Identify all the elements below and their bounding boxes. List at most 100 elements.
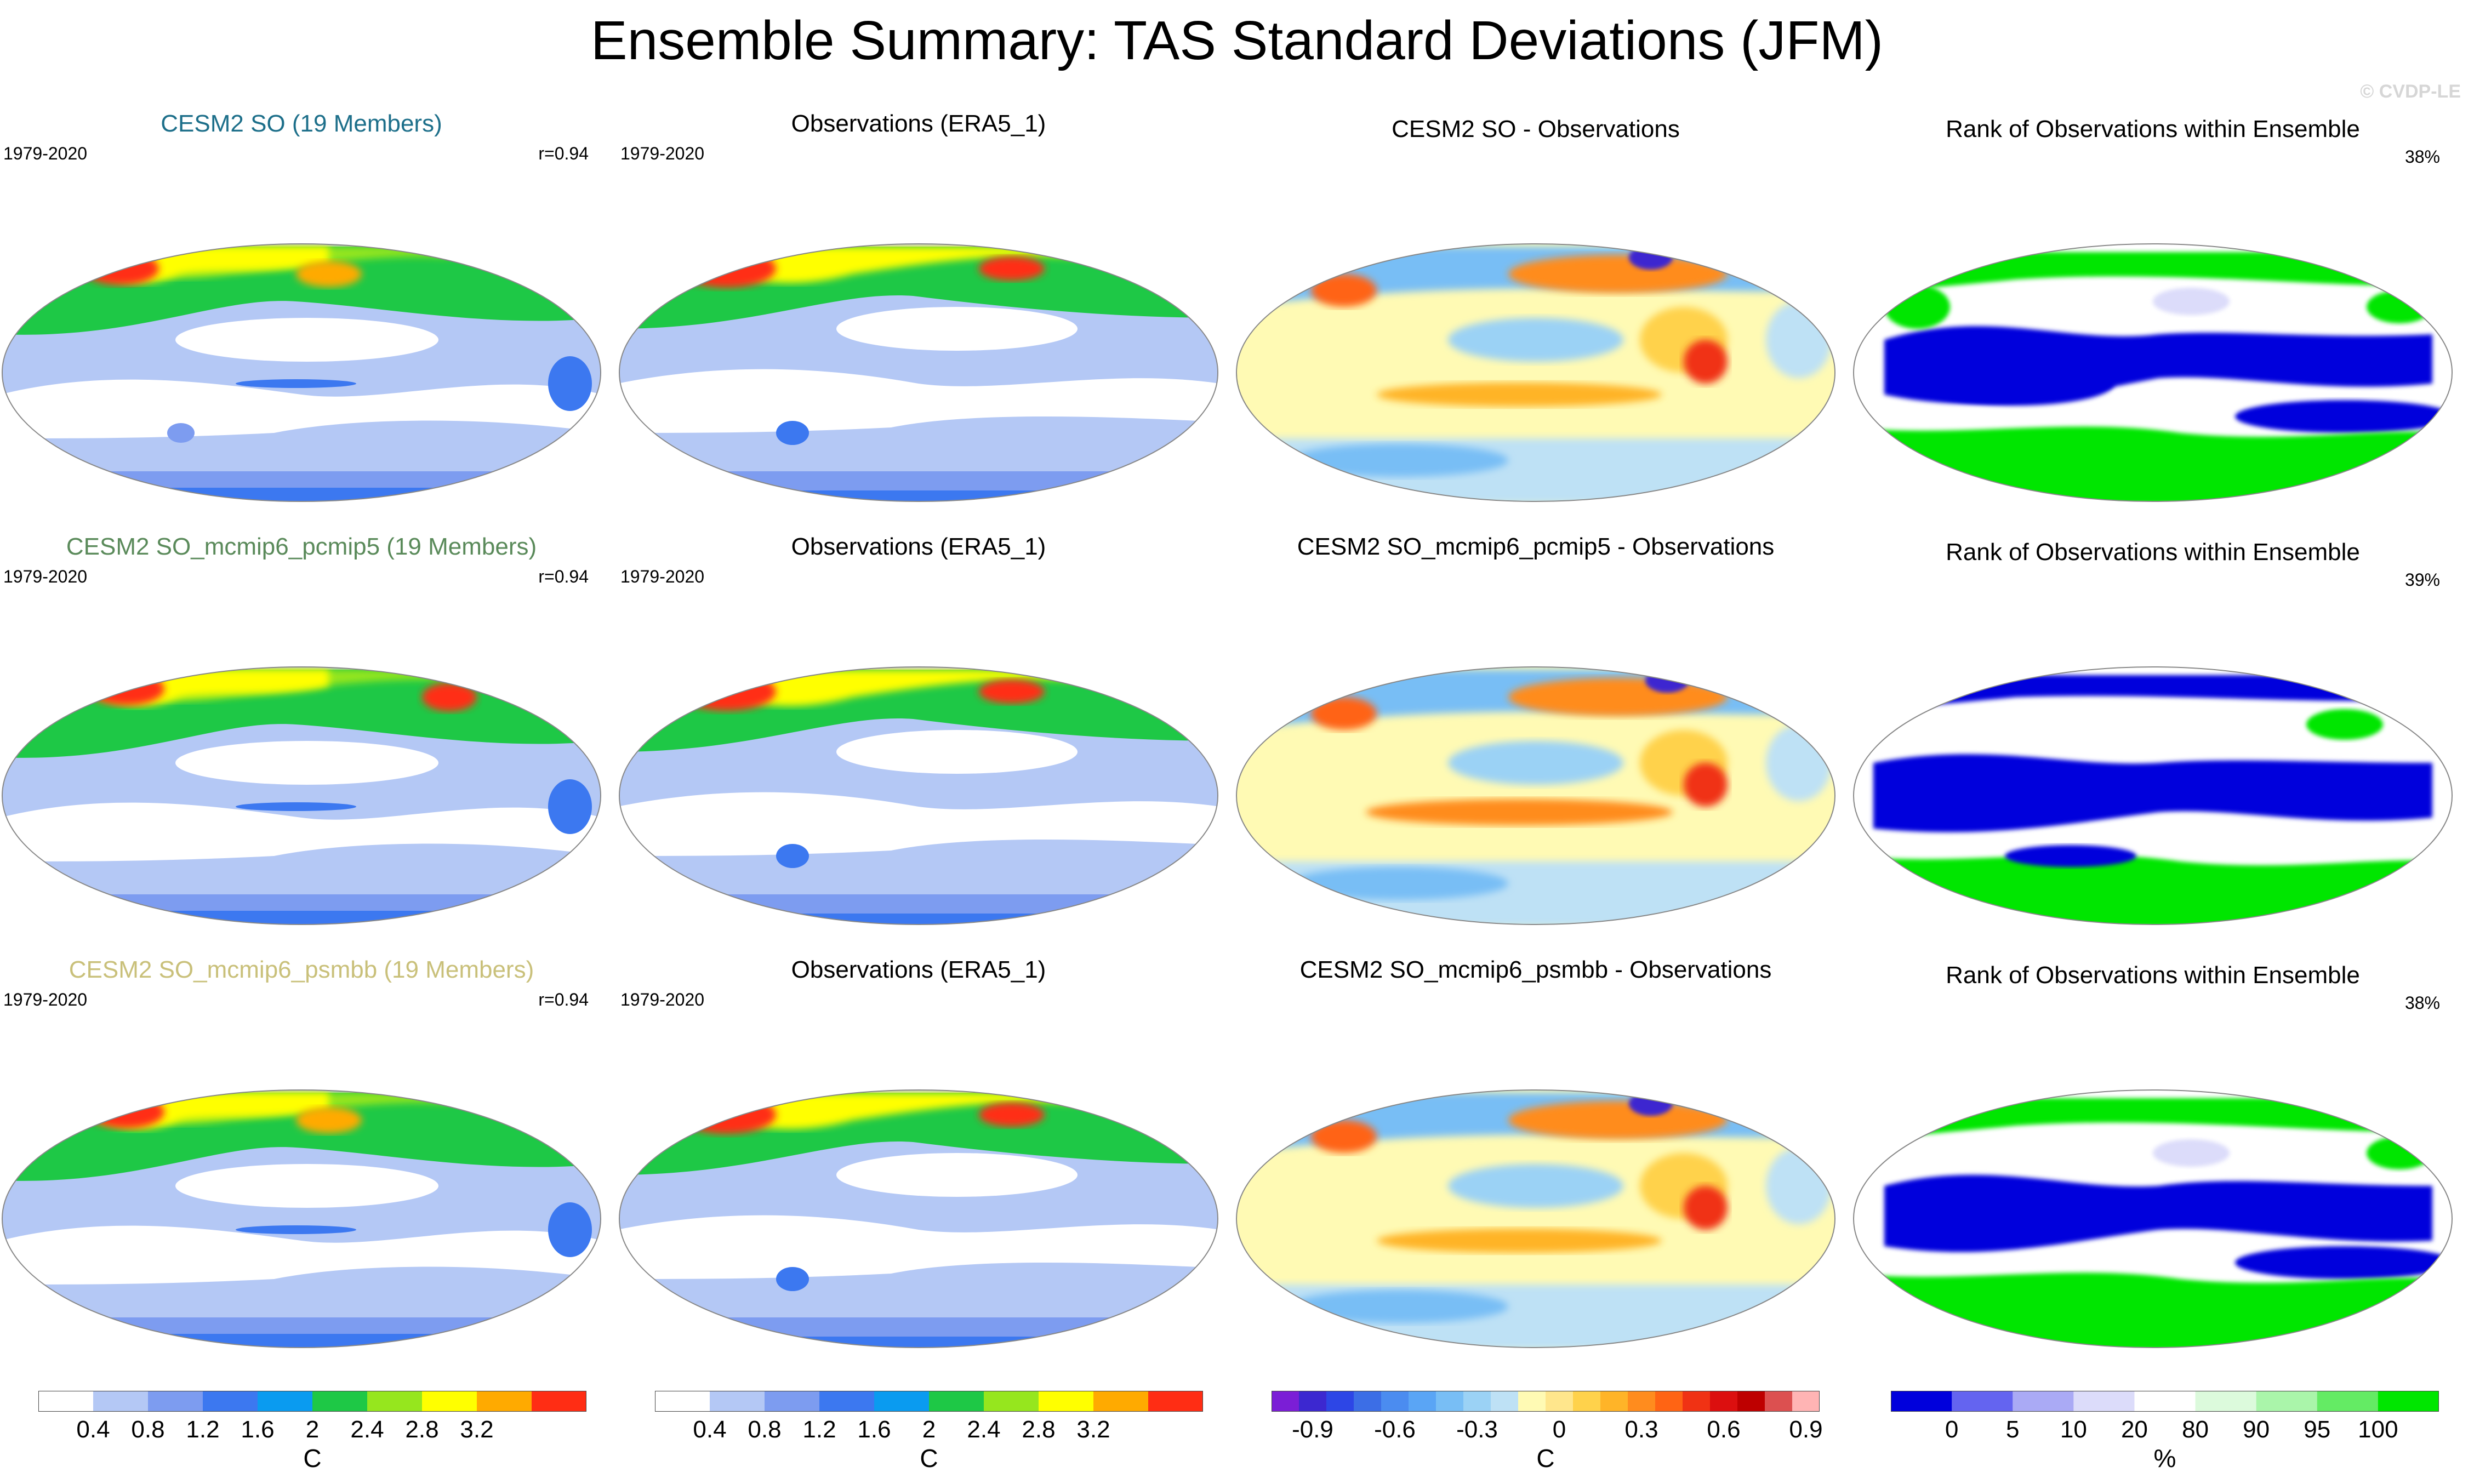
colorbar-border xyxy=(38,1391,586,1412)
panel-correlation: r=0.94 xyxy=(538,990,589,1009)
panel-years: 1979-2020 xyxy=(3,144,88,163)
panel-title: CESM2 SO_mcmip6_psmbb (19 Members) xyxy=(69,956,534,983)
colorbar-swatch xyxy=(1546,1391,1574,1412)
colorbar-tick-label: -0.9 xyxy=(1292,1416,1333,1443)
colorbar-swatch xyxy=(1039,1391,1094,1412)
panel-ensemble-row1: CESM2 SO (19 Members) 1979-2020 r=0.94 xyxy=(0,110,603,504)
colorbar-swatch xyxy=(984,1391,1039,1412)
colorbar-swatch xyxy=(312,1391,368,1412)
colorbar-swatch xyxy=(1952,1391,2013,1412)
panel-correlation: r=0.94 xyxy=(538,567,589,586)
colorbar-swatch xyxy=(1655,1391,1683,1412)
panel-years: 1979-2020 xyxy=(620,990,705,1009)
colorbar-rank: 0 5 10 20 80 90 95 100% xyxy=(1891,1391,2439,1479)
colorbar-tick-label: 0.8 xyxy=(748,1416,782,1443)
panel-observations-row3: Observations (ERA5_1) 1979-2020 xyxy=(617,956,1220,1350)
colorbar-swatch xyxy=(203,1391,258,1412)
colorbar-tick-label: 2.4 xyxy=(967,1416,1001,1443)
colorbar-swatch xyxy=(1792,1391,1820,1412)
panel-difference-row1: CESM2 SO - Observations xyxy=(1234,110,1837,504)
panel-title: CESM2 SO_mcmip6_psmbb - Observations xyxy=(1299,956,1772,983)
colorbar-swatch xyxy=(1628,1391,1656,1412)
colorbar-border xyxy=(655,1391,1203,1412)
colorbar-swatch xyxy=(93,1391,149,1412)
panel-years: 1979-2020 xyxy=(620,144,705,163)
panel-percentage: 39% xyxy=(2404,570,2440,590)
panel-ensemble-row3: CESM2 SO_mcmip6_psmbb (19 Members) 1979-… xyxy=(0,956,603,1350)
panel-difference-row3: CESM2 SO_mcmip6_psmbb - Observations xyxy=(1234,956,1837,1350)
colorbar-tick-label: 0.4 xyxy=(693,1416,727,1443)
colorbar-tick-label: 0 xyxy=(1945,1416,1959,1443)
colorbar-units-label: % xyxy=(2153,1444,2176,1472)
panel-ensemble-row2: CESM2 SO_mcmip6_pcmip5 (19 Members) 1979… xyxy=(0,533,603,927)
colorbar-swatch xyxy=(874,1391,930,1412)
colorbar-tick-label: 0.6 xyxy=(1707,1416,1741,1443)
colorbar-tick-label: 0 xyxy=(1552,1416,1566,1443)
panel-title: CESM2 SO_mcmip6_pcmip5 - Observations xyxy=(1297,533,1775,560)
colorbar-swatch xyxy=(1148,1391,1203,1412)
panel-title: CESM2 SO (19 Members) xyxy=(161,110,442,137)
colorbar-swatch xyxy=(1093,1391,1149,1412)
colorbar-tick-label: 0.8 xyxy=(131,1416,165,1443)
colorbar-swatch xyxy=(532,1391,586,1412)
colorbar-swatch xyxy=(1600,1391,1628,1412)
colorbar-border xyxy=(1891,1391,2439,1412)
colorbar-tick-label: 1.6 xyxy=(857,1416,891,1443)
colorbar-tick-label: 80 xyxy=(2182,1416,2209,1443)
colorbar-tick-label: 3.2 xyxy=(460,1416,494,1443)
colorbar-swatch xyxy=(1326,1391,1354,1412)
colorbar-swatch xyxy=(1518,1391,1546,1412)
colorbar-tick-label: 0.4 xyxy=(76,1416,110,1443)
map-difference-row1 xyxy=(1236,243,1835,502)
colorbar-tick-label: 90 xyxy=(2243,1416,2270,1443)
figure-title: Ensemble Summary: TAS Standard Deviation… xyxy=(590,10,1884,71)
panel-title: Observations (ERA5_1) xyxy=(791,110,1046,137)
colorbar-difference: -0.9 -0.6 -0.3 0 0.3 0.6 0.9 C xyxy=(1272,1391,1823,1479)
panel-title: Observations (ERA5_1) xyxy=(791,533,1046,560)
colorbar-tick-label: 2.4 xyxy=(350,1416,384,1443)
map-difference-row2 xyxy=(1236,666,1835,925)
colorbar-tick-label: 2.8 xyxy=(405,1416,439,1443)
colorbar-tick-label: 95 xyxy=(2304,1416,2331,1443)
map-ensemble-std-row1 xyxy=(2,243,601,502)
colorbar-swatch xyxy=(367,1391,423,1412)
colorbar-swatch xyxy=(819,1391,875,1412)
colorbar-swatches xyxy=(655,1391,1203,1412)
colorbar-tick-label: 0.9 xyxy=(1789,1416,1823,1443)
colorbar-tick-label: 1.2 xyxy=(186,1416,220,1443)
panel-title: Rank of Observations within Ensemble xyxy=(1946,116,2360,142)
panel-difference-row2: CESM2 SO_mcmip6_pcmip5 - Observations xyxy=(1234,533,1837,927)
colorbar-swatch xyxy=(1737,1391,1765,1412)
colorbar-swatch xyxy=(38,1391,94,1412)
colorbar-swatch xyxy=(1354,1391,1382,1412)
map-observations-std-row1 xyxy=(619,243,1218,502)
colorbar-std-observations: 0.4 0.8 1.2 1.6 2 2.4 2.8 3.2 C xyxy=(655,1391,1203,1479)
colorbar-tick-label: 5 xyxy=(2005,1416,2020,1443)
colorbar-tick-label: 10 xyxy=(2060,1416,2087,1443)
colorbar-tick-label: -0.6 xyxy=(1374,1416,1416,1443)
colorbar-swatch xyxy=(1891,1391,1952,1412)
colorbar-tick-label: 1.2 xyxy=(802,1416,836,1443)
map-difference-row3 xyxy=(1236,1089,1835,1348)
colorbar-swatch xyxy=(2256,1391,2318,1412)
colorbar-swatch xyxy=(1299,1391,1327,1412)
colorbar-swatch xyxy=(1573,1391,1601,1412)
panel-percentage: 38% xyxy=(2404,147,2440,167)
colorbar-swatch xyxy=(1683,1391,1711,1412)
colorbar-swatches xyxy=(38,1391,586,1412)
colorbar-swatch xyxy=(2317,1391,2379,1412)
map-rank-row3 xyxy=(1853,1089,2453,1348)
colorbar-swatch xyxy=(1409,1391,1436,1412)
panel-rank-row3: Rank of Observations within Ensemble 38% xyxy=(1851,956,2454,1350)
panel-years: 1979-2020 xyxy=(3,990,88,1009)
colorbar-swatch xyxy=(2378,1391,2439,1412)
map-observations-std-row3 xyxy=(619,1089,1218,1348)
colorbar-swatch xyxy=(1436,1391,1464,1412)
panel-title: Rank of Observations within Ensemble xyxy=(1946,962,2360,989)
colorbar-swatch xyxy=(2134,1391,2196,1412)
colorbar-tick-label: 0.3 xyxy=(1624,1416,1658,1443)
panel-years: 1979-2020 xyxy=(3,567,88,586)
colorbar-swatch xyxy=(148,1391,203,1412)
map-ensemble-std-row3 xyxy=(2,1089,601,1348)
colorbar-swatch xyxy=(477,1391,532,1412)
